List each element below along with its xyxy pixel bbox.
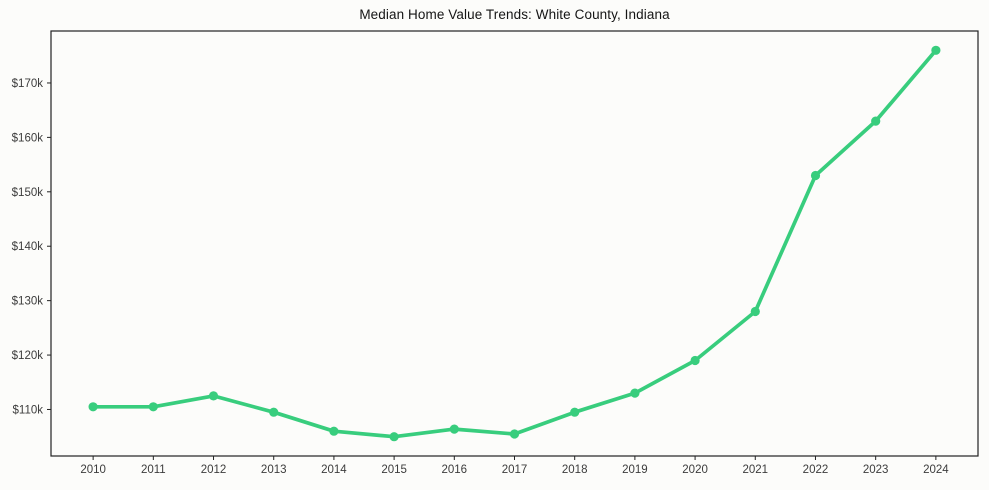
- x-tick-label: 2017: [502, 464, 528, 476]
- x-tick-label: 2014: [321, 464, 347, 476]
- data-point-marker: [630, 388, 640, 398]
- data-point-marker: [509, 429, 520, 439]
- chart-title: Median Home Value Trends: White County, …: [359, 7, 670, 22]
- x-tick-label: 2022: [803, 464, 829, 476]
- trend-line: [91, 48, 938, 439]
- x-tick-label: 2023: [863, 464, 889, 476]
- x-tick-label: 2019: [622, 464, 648, 476]
- x-tick-label: 2021: [742, 464, 768, 476]
- x-tick-label: 2013: [261, 464, 287, 476]
- x-tick-label: 2020: [682, 464, 708, 476]
- x-tick-label: 2012: [201, 464, 227, 476]
- data-point-marker: [690, 355, 700, 366]
- data-point-marker: [449, 424, 459, 434]
- data-point-marker: [269, 407, 279, 417]
- y-tick-label: $150k: [12, 187, 44, 199]
- y-tick-label: $170k: [12, 78, 44, 90]
- y-tick-label: $160k: [12, 132, 44, 144]
- data-point-marker: [570, 407, 580, 417]
- x-tick-label: 2016: [442, 464, 468, 476]
- y-tick-label: $140k: [12, 241, 44, 253]
- x-tick-label: 2010: [80, 464, 106, 476]
- data-point-marker: [810, 170, 821, 181]
- plot-border: [50, 30, 979, 457]
- y-tick-label: $120k: [12, 350, 44, 362]
- data-point-marker: [208, 391, 219, 401]
- data-point-marker: [389, 432, 399, 442]
- y-tick-label: $130k: [12, 296, 44, 308]
- y-tick-label: $110k: [13, 404, 44, 416]
- x-tick-label: 2015: [381, 464, 407, 476]
- x-tick-label: 2011: [141, 464, 166, 476]
- data-point-marker: [148, 402, 158, 412]
- data-point-marker: [329, 426, 339, 436]
- x-tick-label: 2024: [923, 464, 949, 476]
- data-point-marker: [750, 306, 760, 317]
- data-point-marker: [931, 45, 941, 55]
- data-point-marker: [88, 402, 98, 412]
- data-point-marker: [871, 116, 881, 126]
- x-tick-label: 2018: [562, 464, 588, 476]
